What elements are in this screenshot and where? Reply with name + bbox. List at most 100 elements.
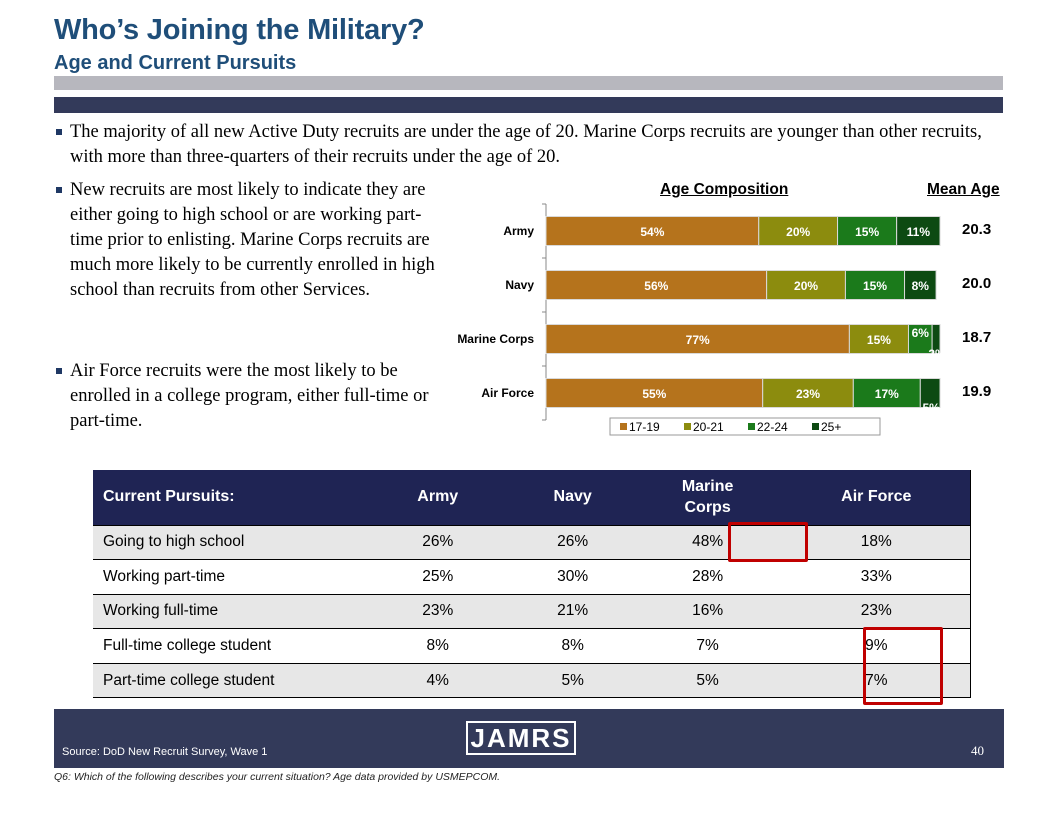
- row-label: Part-time college student: [93, 662, 363, 699]
- bar-segment: [919, 378, 941, 408]
- cell-army: 8%: [362, 628, 513, 664]
- bar-segment: [758, 216, 839, 246]
- mean-age-value: 20.0: [962, 275, 992, 292]
- data-label: 2%: [928, 347, 946, 361]
- cell-marine-corps: 16%: [632, 593, 783, 629]
- header-air-force: Air Force: [782, 470, 971, 525]
- category-label: Air Force: [481, 386, 534, 400]
- bar-segment: [545, 216, 760, 246]
- legend-label: 17-19: [629, 420, 660, 434]
- header-marine-corps: Marine Corps: [632, 470, 783, 525]
- cell-air-force: 9%: [782, 628, 971, 664]
- legend-label: 20-21: [693, 420, 724, 434]
- bar-segment: [545, 324, 850, 354]
- bar-segment: [545, 270, 768, 300]
- bar-segment: [931, 324, 941, 354]
- header-divider-navy: [54, 97, 1003, 113]
- bar-segment: [848, 324, 909, 354]
- header-pursuits: Current Pursuits:: [93, 470, 363, 525]
- legend-label: 25+: [821, 420, 841, 434]
- bar-segment: [766, 270, 846, 300]
- cell-army: 4%: [362, 662, 513, 699]
- bullet-marker: [56, 368, 62, 374]
- legend-swatch: [620, 423, 627, 430]
- cell-air-force: 33%: [782, 559, 971, 595]
- row-label: Full-time college student: [93, 628, 363, 664]
- bar-segment: [837, 216, 898, 246]
- bar-segment: [904, 270, 937, 300]
- header-army: Army: [362, 470, 513, 525]
- jamrs-logo: JAMRS: [466, 721, 576, 755]
- table-row: Full-time college student 8% 8% 7% 9%: [93, 628, 971, 664]
- bullet-2: New recruits are most likely to indicate…: [56, 178, 440, 303]
- data-label: 56%: [644, 279, 668, 293]
- bullet-2-text: New recruits are most likely to indicate…: [70, 180, 435, 300]
- table-row: Working part-time 25% 30% 28% 33%: [93, 559, 971, 595]
- cell-army: 25%: [362, 559, 513, 595]
- page-subtitle: Age and Current Pursuits: [54, 52, 297, 74]
- legend-swatch: [748, 423, 755, 430]
- data-label: 20%: [786, 225, 810, 239]
- cell-marine-corps: 48%: [632, 524, 783, 560]
- row-label: Working full-time: [93, 593, 363, 629]
- cell-marine-corps: 5%: [632, 662, 783, 699]
- data-label: 15%: [867, 333, 891, 347]
- data-label: 15%: [863, 279, 887, 293]
- category-label: Navy: [505, 278, 534, 292]
- bullet-marker: [56, 187, 62, 193]
- mean-age-heading: Mean Age: [927, 181, 1000, 198]
- bullet-1: The majority of all new Active Duty recr…: [56, 120, 1000, 170]
- data-label: 6%: [912, 326, 930, 340]
- cell-marine-corps: 7%: [632, 628, 783, 664]
- cell-air-force: 23%: [782, 593, 971, 629]
- page-title: Who’s Joining the Military?: [54, 14, 425, 46]
- cell-navy: 5%: [512, 662, 633, 699]
- cell-navy: 8%: [512, 628, 633, 664]
- data-label: 5%: [922, 401, 940, 415]
- table-row: Working full-time 23% 21% 16% 23%: [93, 593, 971, 629]
- current-pursuits-table: Current Pursuits: Army Navy Marine Corps…: [93, 470, 971, 699]
- bullet-marker: [56, 129, 62, 135]
- highlight-air-force-college: [863, 627, 943, 705]
- page-number: 40: [971, 743, 984, 758]
- legend-box: [609, 417, 881, 436]
- chart-title: Age Composition: [660, 181, 789, 198]
- data-label: 20%: [794, 279, 818, 293]
- cell-navy: 21%: [512, 593, 633, 629]
- cell-army: 23%: [362, 593, 513, 629]
- data-label: 77%: [686, 333, 710, 347]
- row-label: Working part-time: [93, 559, 363, 595]
- footer-band: Source: DoD New Recruit Survey, Wave 1 J…: [54, 709, 1004, 768]
- question-note: Q6: Which of the following describes you…: [54, 771, 501, 783]
- data-label: 15%: [855, 225, 879, 239]
- mean-age-value: 18.7: [962, 329, 992, 346]
- table-row: Going to high school 26% 26% 48% 18%: [93, 524, 971, 560]
- bullet-3-text: Air Force recruits were the most likely …: [70, 361, 429, 431]
- legend-swatch: [684, 423, 691, 430]
- category-label: Marine Corps: [457, 332, 534, 346]
- bullet-3: Air Force recruits were the most likely …: [56, 359, 440, 434]
- table-header-row: Current Pursuits: Army Navy Marine Corps…: [93, 470, 971, 525]
- data-label: 11%: [907, 225, 931, 239]
- bar-segment: [852, 378, 921, 408]
- highlight-marine-corps-high-school: [728, 522, 808, 562]
- header-navy: Navy: [512, 470, 633, 525]
- bullet-1-text: The majority of all new Active Duty recr…: [70, 122, 982, 167]
- cell-navy: 26%: [512, 524, 633, 560]
- source-note: Source: DoD New Recruit Survey, Wave 1: [62, 746, 268, 758]
- cell-army: 26%: [362, 524, 513, 560]
- bar-segment: [545, 378, 764, 408]
- bar-segment: [762, 378, 854, 408]
- legend-swatch: [812, 423, 819, 430]
- data-label: 55%: [642, 387, 666, 401]
- data-label: 23%: [796, 387, 820, 401]
- table-row: Part-time college student 4% 5% 5% 7%: [93, 662, 971, 699]
- bar-segment: [896, 216, 941, 246]
- mean-age-value: 19.9: [962, 383, 992, 400]
- row-label: Going to high school: [93, 524, 363, 560]
- header-divider-gray: [54, 76, 1003, 90]
- legend-label: 22-24: [757, 420, 788, 434]
- cell-marine-corps: 28%: [632, 559, 783, 595]
- data-label: 8%: [912, 279, 930, 293]
- age-composition-chart: Army 54% 20% 15% 11% Navy 56% 20% 15% 8% Marine Co…: [457, 203, 946, 436]
